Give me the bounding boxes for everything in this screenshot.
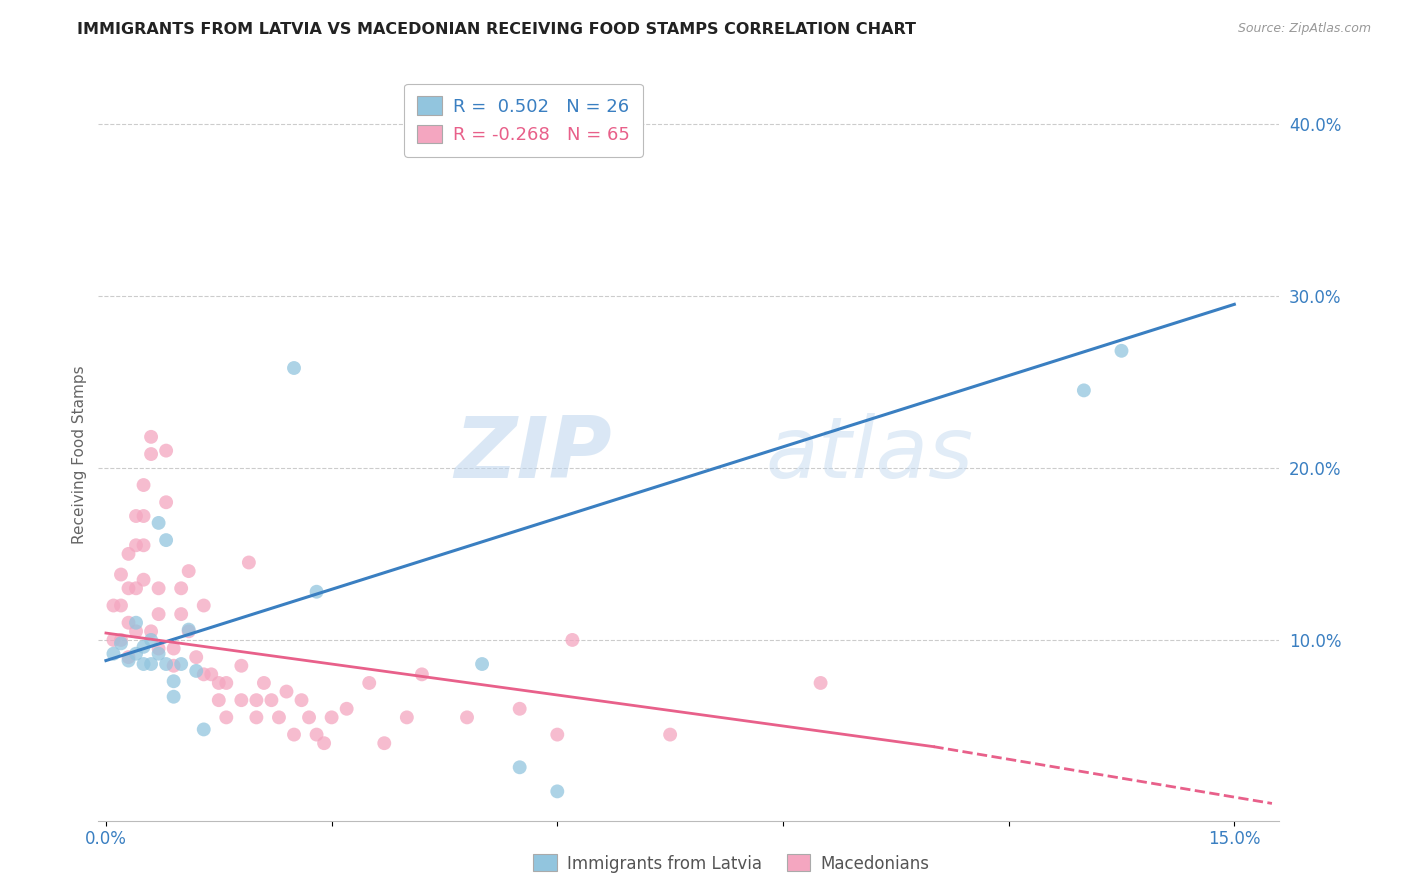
Point (132, 573, 155, 587)
Point (509, 760, 531, 774)
Point (132, 538, 155, 552)
Point (125, 582, 148, 596)
Point (148, 516, 170, 530)
Point (125, 538, 148, 552)
Y-axis label: Receiving Food Stamps: Receiving Food Stamps (72, 366, 87, 544)
Point (177, 623, 200, 637)
Point (314, 736, 336, 750)
Point (125, 615, 148, 630)
Point (110, 599, 132, 613)
Point (283, 728, 305, 742)
Point (276, 684, 298, 698)
Point (139, 430, 162, 444)
Point (139, 624, 162, 639)
Point (186, 650, 208, 665)
Point (359, 676, 381, 690)
Point (238, 556, 260, 570)
Point (163, 641, 186, 656)
Point (103, 599, 125, 613)
Point (245, 693, 267, 707)
Legend: R =  0.502   N = 26, R = -0.268   N = 65: R = 0.502 N = 26, R = -0.268 N = 65 (405, 84, 643, 157)
Point (215, 710, 238, 724)
Point (148, 607, 170, 621)
Point (456, 710, 478, 724)
Point (132, 478, 155, 492)
Point (193, 667, 215, 681)
Point (163, 674, 186, 689)
Point (132, 640, 155, 654)
Point (110, 567, 132, 582)
Point (125, 624, 148, 639)
Text: ZIP: ZIP (454, 413, 612, 497)
Point (155, 533, 177, 548)
Point (155, 443, 177, 458)
Point (336, 702, 359, 716)
Point (110, 636, 132, 650)
Point (170, 582, 193, 596)
Point (139, 657, 162, 671)
Point (117, 650, 139, 665)
Point (260, 693, 283, 707)
Point (103, 647, 125, 661)
Point (148, 641, 170, 656)
Point (321, 710, 343, 724)
Point (139, 447, 162, 461)
Point (117, 615, 139, 630)
Point (170, 607, 193, 621)
Point (208, 693, 231, 707)
Point (163, 658, 186, 673)
Point (110, 632, 132, 647)
Text: atlas: atlas (766, 413, 974, 497)
Point (117, 547, 139, 561)
Point (298, 710, 321, 724)
Point (1111, 343, 1133, 358)
Point (163, 690, 186, 704)
Point (290, 693, 312, 707)
Point (117, 654, 139, 668)
Point (155, 495, 177, 509)
Point (305, 584, 328, 599)
Point (231, 693, 253, 707)
Point (283, 361, 305, 376)
Point (148, 582, 170, 596)
Point (177, 564, 200, 578)
Point (170, 657, 193, 671)
Point (305, 728, 328, 742)
Point (546, 784, 568, 798)
Point (267, 710, 290, 724)
Point (471, 657, 494, 671)
Point (1073, 384, 1095, 398)
Point (155, 657, 177, 671)
Text: IMMIGRANTS FROM LATVIA VS MACEDONIAN RECEIVING FOOD STAMPS CORRELATION CHART: IMMIGRANTS FROM LATVIA VS MACEDONIAN REC… (77, 22, 917, 37)
Point (148, 647, 170, 661)
Point (125, 647, 148, 661)
Point (177, 624, 200, 639)
Point (546, 728, 568, 742)
Point (215, 676, 238, 690)
Point (208, 676, 231, 690)
Point (810, 676, 832, 690)
Point (139, 632, 162, 647)
Point (253, 676, 276, 690)
Point (373, 736, 395, 750)
Point (132, 657, 155, 671)
Point (125, 508, 148, 523)
Point (245, 710, 267, 724)
Point (411, 667, 433, 681)
Point (200, 667, 222, 681)
Text: Source: ZipAtlas.com: Source: ZipAtlas.com (1237, 22, 1371, 36)
Point (117, 582, 139, 596)
Point (395, 710, 418, 724)
Point (561, 632, 583, 647)
Point (132, 508, 155, 523)
Point (231, 658, 253, 673)
Legend: Immigrants from Latvia, Macedonians: Immigrants from Latvia, Macedonians (527, 847, 935, 880)
Point (193, 723, 215, 737)
Point (103, 632, 125, 647)
Point (659, 728, 682, 742)
Point (509, 702, 531, 716)
Point (186, 664, 208, 678)
Point (193, 599, 215, 613)
